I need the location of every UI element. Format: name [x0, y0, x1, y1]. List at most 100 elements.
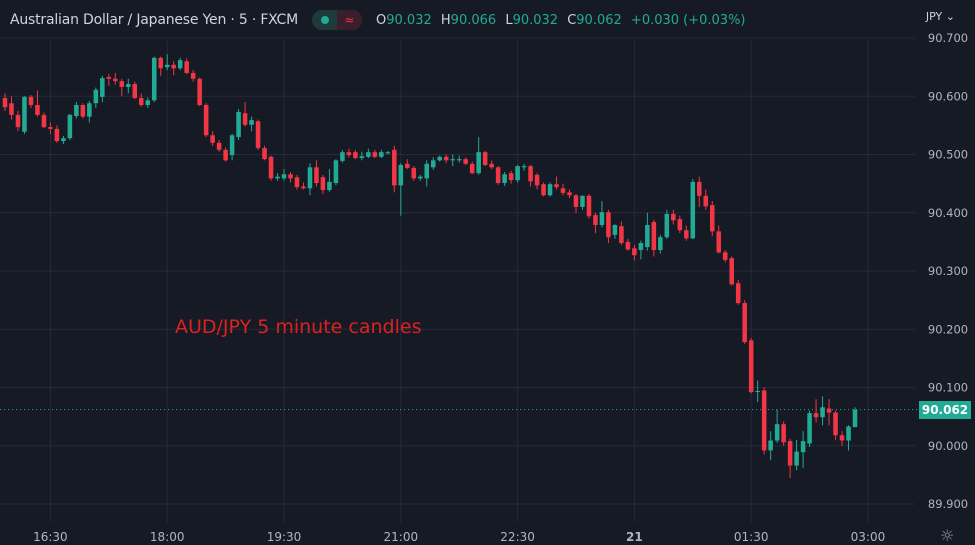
candle-body — [547, 184, 553, 196]
candle — [398, 163, 404, 216]
candle — [794, 439, 799, 471]
candle — [813, 399, 819, 423]
candle-body — [671, 213, 676, 221]
candle — [469, 161, 475, 175]
candle-body — [236, 111, 241, 138]
candle-body — [41, 114, 47, 128]
candle-body — [288, 174, 293, 179]
candle — [774, 409, 780, 443]
candle — [450, 154, 455, 167]
candle-body — [307, 167, 313, 189]
currency-selector[interactable]: JPY ⌄ — [925, 10, 955, 23]
candle-body — [385, 152, 391, 154]
candle-body — [807, 413, 812, 444]
candle — [716, 225, 722, 254]
close-label: C — [567, 12, 577, 28]
candle-body — [190, 72, 196, 79]
candle-body — [645, 224, 650, 248]
candle-body — [54, 128, 60, 142]
candle — [528, 164, 533, 187]
candle-body — [15, 114, 21, 128]
candle — [619, 221, 624, 245]
candle — [171, 61, 176, 76]
candle-body — [729, 258, 734, 285]
candle-body — [132, 84, 138, 98]
candle-body — [774, 424, 780, 441]
candle — [690, 178, 696, 239]
candle-body — [106, 77, 112, 79]
candle — [177, 57, 183, 71]
candle — [87, 100, 92, 123]
candle — [541, 182, 546, 197]
candle — [554, 176, 559, 190]
candle-body — [87, 103, 92, 117]
market-status-toggle[interactable]: ≈ — [312, 10, 363, 30]
candle — [106, 74, 112, 86]
candle-body — [164, 64, 170, 68]
chart-annotation[interactable]: AUD/JPY 5 minute candles — [175, 316, 422, 338]
candle — [761, 387, 767, 455]
candle — [346, 148, 352, 158]
candle-body — [534, 174, 540, 186]
candle — [203, 103, 209, 138]
candle-body — [268, 156, 274, 179]
candle — [573, 194, 579, 213]
candle-body — [242, 113, 248, 125]
candle — [392, 145, 397, 193]
candle — [697, 176, 702, 207]
candle-body — [379, 152, 384, 157]
high-value: 90.066 — [450, 12, 497, 28]
candle-body — [398, 164, 404, 186]
candle-body — [742, 303, 747, 343]
candle — [229, 134, 235, 161]
candle-body — [424, 163, 430, 179]
candle-body — [800, 441, 806, 453]
candle — [417, 174, 423, 181]
candle — [190, 70, 196, 82]
candle-body — [833, 412, 838, 436]
candle — [658, 234, 663, 254]
candle — [119, 78, 125, 97]
candle-body — [22, 96, 27, 132]
candle — [236, 109, 241, 140]
candle-body — [638, 243, 644, 251]
x-tick-label: 03:00 — [851, 530, 886, 544]
candle-body — [9, 103, 14, 115]
candle-body — [658, 237, 663, 251]
candle-body — [502, 174, 507, 184]
candle — [638, 240, 644, 260]
candle — [755, 380, 760, 403]
settings-icon[interactable]: ☼ — [940, 526, 955, 545]
y-tick-label: 89.900 — [928, 497, 968, 511]
time-axis[interactable]: 16:30 18:00 19:30 21:00 22:30 21 01:30 03:00 — [33, 530, 885, 544]
candle-body — [138, 97, 144, 105]
candle — [138, 93, 144, 107]
candle — [768, 431, 773, 461]
symbol-title[interactable]: Australian Dollar / Japanese Yen · 5 · F… — [10, 12, 299, 28]
candle — [80, 103, 86, 119]
candle — [502, 171, 507, 186]
y-tick-label: 90.500 — [928, 148, 968, 162]
candle-body — [852, 409, 858, 428]
candle-body — [314, 167, 319, 184]
y-tick-label: 90.700 — [928, 31, 968, 45]
candle — [547, 182, 553, 197]
candle — [852, 407, 858, 428]
x-tick-label: 16:30 — [33, 530, 68, 544]
candle-body — [508, 173, 514, 181]
x-tick-label: 22:30 — [500, 530, 535, 544]
candle — [489, 160, 494, 170]
candle — [314, 160, 319, 187]
y-tick-label: 90.000 — [928, 439, 968, 453]
candle — [15, 110, 21, 132]
candle-body — [294, 177, 300, 188]
candle-body — [346, 152, 352, 156]
candle — [826, 399, 832, 426]
price-axis[interactable]: 90.700 90.600 90.500 90.400 90.300 90.200 90.1… — [928, 31, 968, 511]
candle-body — [366, 152, 371, 157]
candle-body — [586, 195, 592, 217]
candle — [255, 119, 261, 150]
candle — [405, 159, 410, 170]
candle-body — [528, 166, 533, 182]
